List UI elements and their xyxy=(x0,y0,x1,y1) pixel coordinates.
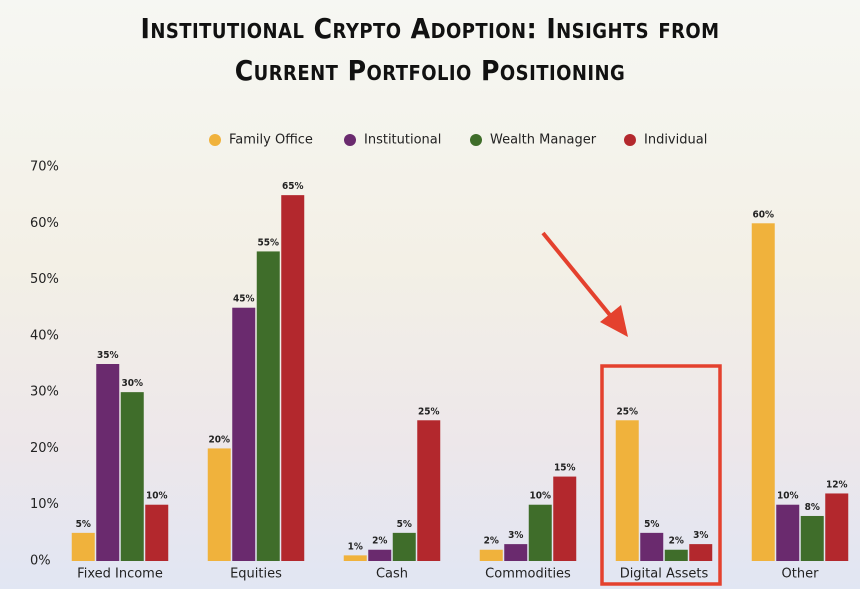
x-tick-label: Cash xyxy=(376,567,408,582)
legend-swatch xyxy=(470,134,482,146)
legend-label: Individual xyxy=(644,133,707,148)
legend-label: Institutional xyxy=(364,133,441,148)
value-label: 3% xyxy=(693,530,708,541)
bar xyxy=(615,420,639,561)
bar xyxy=(417,420,441,561)
legend-swatch xyxy=(209,134,221,146)
y-tick-label: 40% xyxy=(30,328,59,343)
x-tick-label: Equities xyxy=(230,567,282,582)
bar xyxy=(640,532,664,561)
value-label: 25% xyxy=(418,406,440,417)
chart-title: Institutional Crypto Adoption: Insights … xyxy=(140,12,720,87)
bar xyxy=(664,549,688,561)
bar xyxy=(800,515,824,561)
value-label: 35% xyxy=(97,350,119,361)
bar xyxy=(281,195,305,561)
bar xyxy=(392,532,416,561)
bar xyxy=(504,544,528,561)
bar xyxy=(689,544,713,561)
bar xyxy=(751,223,775,562)
bar xyxy=(776,504,800,561)
y-tick-label: 50% xyxy=(30,272,59,287)
value-label: 10% xyxy=(777,491,799,502)
value-label: 55% xyxy=(257,237,279,248)
value-label: 12% xyxy=(826,479,848,490)
legend-label: Wealth Manager xyxy=(490,133,597,148)
bar xyxy=(96,364,120,561)
x-tick-label: Other xyxy=(782,567,820,582)
value-label: 30% xyxy=(121,378,143,389)
value-label: 8% xyxy=(805,502,820,513)
value-label: 5% xyxy=(76,519,91,530)
bar xyxy=(343,555,367,561)
value-label: 2% xyxy=(669,536,684,547)
bar xyxy=(479,549,503,561)
bar xyxy=(256,251,280,561)
value-label: 1% xyxy=(348,541,363,552)
value-label: 65% xyxy=(282,181,304,192)
arrow-shaft xyxy=(541,231,616,322)
value-label: 3% xyxy=(508,530,523,541)
value-label: 25% xyxy=(616,406,638,417)
legend-label: Family Office xyxy=(229,133,313,148)
x-tick-label: Digital Assets xyxy=(620,567,709,582)
highlight-box xyxy=(600,364,722,586)
bar xyxy=(528,504,552,561)
value-label: 5% xyxy=(397,519,412,530)
bar xyxy=(120,392,144,561)
y-tick-label: 70% xyxy=(30,160,59,175)
legend-swatch xyxy=(344,134,356,146)
x-tick-label: Commodities xyxy=(485,567,571,582)
value-label: 60% xyxy=(752,209,774,220)
bar xyxy=(368,549,392,561)
bar xyxy=(145,504,169,561)
value-label: 15% xyxy=(554,463,576,474)
y-tick-label: 30% xyxy=(30,385,59,400)
bar xyxy=(825,493,849,561)
value-label: 5% xyxy=(644,519,659,530)
bar xyxy=(232,307,256,561)
bar xyxy=(71,532,95,561)
value-label: 2% xyxy=(372,536,387,547)
arrow-head xyxy=(600,305,628,337)
value-label: 45% xyxy=(233,294,255,305)
value-label: 20% xyxy=(208,434,230,445)
y-tick-label: 10% xyxy=(30,497,59,512)
value-label: 2% xyxy=(484,536,499,547)
value-label: 10% xyxy=(529,491,551,502)
y-tick-label: 60% xyxy=(30,216,59,231)
legend-swatch xyxy=(624,134,636,146)
y-tick-label: 0% xyxy=(30,554,51,569)
bar xyxy=(553,476,577,561)
x-tick-label: Fixed Income xyxy=(77,567,163,582)
value-label: 10% xyxy=(146,491,168,502)
y-tick-label: 20% xyxy=(30,441,59,456)
bar xyxy=(207,448,231,561)
